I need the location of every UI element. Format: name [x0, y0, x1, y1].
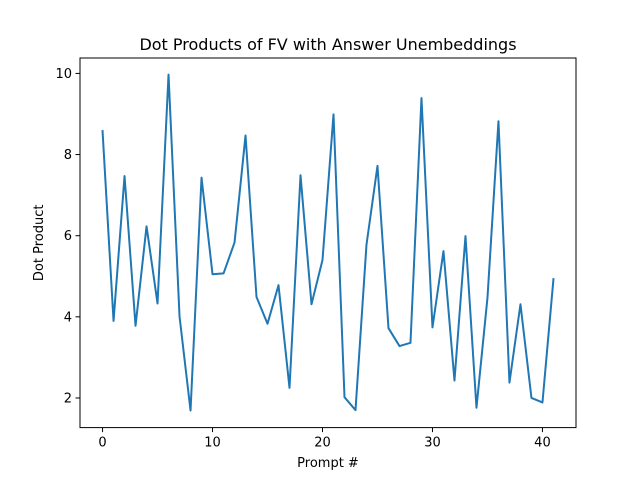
plot-area: 0 10 20 30 40 2 4 6 8 10 [55, 57, 577, 451]
plot-frame [79, 57, 577, 429]
y-tick-label: 4 [64, 310, 72, 325]
y-tick-label: 2 [64, 391, 72, 406]
x-axis-ticks: 0 10 20 30 40 [98, 427, 551, 451]
x-tick-label: 20 [314, 436, 331, 451]
x-tick-label: 30 [424, 436, 441, 451]
y-tick-label: 8 [64, 148, 72, 163]
x-tick-label: 40 [534, 436, 551, 451]
y-axis-label: Dot Product [32, 205, 47, 282]
x-tick-label: 0 [98, 436, 106, 451]
y-axis-ticks: 2 4 6 8 10 [55, 67, 80, 406]
x-axis-label: Prompt # [297, 456, 359, 471]
chart-title: Dot Products of FV with Answer Unembeddi… [139, 35, 516, 54]
y-tick-label: 10 [55, 67, 72, 82]
series-line [101, 73, 555, 412]
y-tick-label: 6 [64, 229, 72, 244]
x-tick-label: 10 [204, 436, 221, 451]
